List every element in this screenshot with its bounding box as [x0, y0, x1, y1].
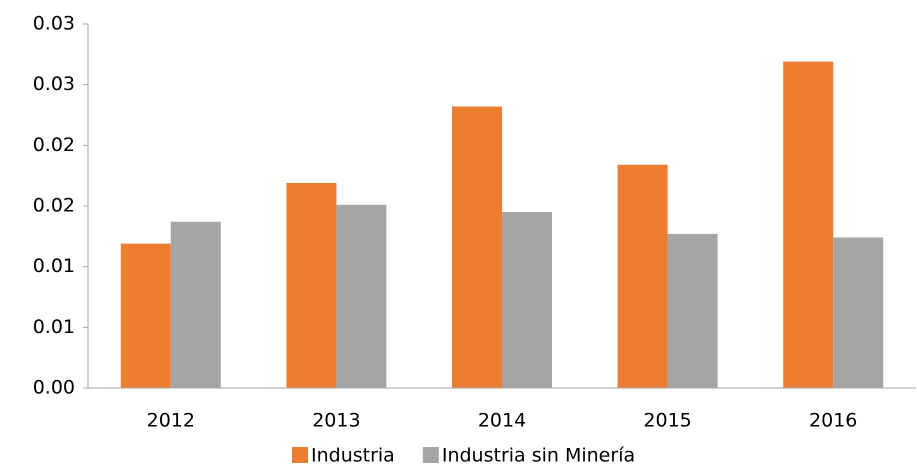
y-tick-label: 0.03	[33, 73, 75, 95]
y-tick-label: 0.03	[33, 13, 75, 35]
x-tick-label: 2014	[478, 410, 526, 432]
legend-swatch	[422, 447, 439, 463]
bar	[783, 61, 834, 388]
bar	[120, 243, 171, 388]
y-tick-label: 0.02	[33, 134, 75, 156]
y-tick-label: 0.02	[33, 195, 75, 217]
legend-label: Industria sin Minería	[442, 445, 635, 466]
bar	[667, 233, 718, 388]
y-tick-label: 0.00	[33, 377, 75, 399]
x-tick-label: 2013	[312, 410, 360, 432]
y-tick-label: 0.01	[33, 316, 75, 338]
legend-label: Industria	[311, 445, 395, 466]
bar	[617, 164, 668, 388]
bar	[336, 204, 387, 388]
x-tick-label: 2015	[643, 410, 691, 432]
bar	[170, 221, 221, 388]
bar	[286, 182, 337, 388]
x-tick-label: 2016	[809, 410, 857, 432]
bar	[502, 212, 552, 388]
legend-swatch	[292, 447, 308, 463]
bar	[833, 237, 884, 388]
bar	[452, 106, 502, 389]
x-tick-label: 2012	[147, 410, 195, 432]
y-tick-label: 0.01	[33, 255, 75, 277]
